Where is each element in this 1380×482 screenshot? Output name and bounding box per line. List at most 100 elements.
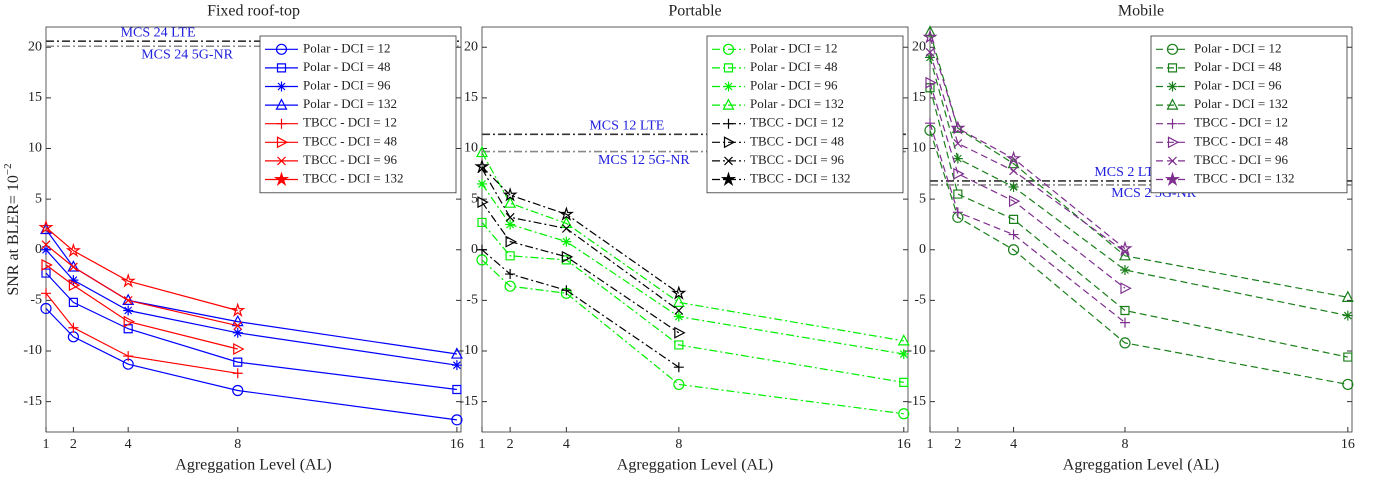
- marker: [950, 120, 966, 135]
- marker: [722, 43, 735, 55]
- marker: [561, 224, 571, 233]
- marker: [560, 216, 573, 229]
- marker: [953, 139, 963, 148]
- marker: [477, 217, 487, 228]
- y-axis-label-text: SNR at BLER= 10: [5, 175, 22, 296]
- y-tick-label: 20: [912, 39, 926, 54]
- marker: [673, 311, 684, 322]
- y-tick-label: 20: [464, 39, 478, 54]
- marker: [1168, 156, 1177, 166]
- marker: [1008, 195, 1021, 208]
- marker: [1120, 305, 1130, 316]
- legend-label: Polar - DCI = 48: [303, 59, 391, 74]
- marker: [502, 187, 518, 202]
- marker: [1167, 81, 1178, 92]
- marker: [232, 384, 244, 397]
- marker: [67, 260, 80, 272]
- marker: [897, 334, 910, 346]
- y-axis-label: SNR at BLER= 10−2: [2, 163, 22, 295]
- legend-label: Polar - DCI = 48: [1194, 59, 1282, 74]
- marker: [951, 121, 964, 133]
- series-line: [45, 227, 238, 312]
- marker: [953, 167, 965, 180]
- marker: [899, 377, 909, 387]
- marker: [922, 29, 938, 44]
- marker: [1166, 98, 1179, 110]
- marker: [953, 189, 963, 199]
- marker: [1341, 290, 1354, 302]
- marker: [558, 206, 575, 221]
- marker: [1006, 150, 1022, 166]
- reference-label: MCS 24 5G-NR: [141, 47, 233, 62]
- y-tick-label: 0: [919, 242, 926, 257]
- y-tick-label: -15: [907, 394, 926, 409]
- x-tick-label: 8: [675, 437, 682, 452]
- marker: [673, 378, 685, 391]
- marker: [722, 98, 735, 110]
- marker: [452, 384, 462, 395]
- x-tick-label: 4: [1010, 437, 1017, 452]
- marker: [476, 254, 488, 266]
- marker: [561, 236, 572, 247]
- legend-label: Polar - DCI = 132: [1194, 96, 1288, 111]
- marker: [1008, 214, 1019, 224]
- series-line: [45, 308, 457, 421]
- legend-label: Polar - DCI = 132: [750, 96, 844, 111]
- marker: [925, 52, 935, 63]
- chart-title: Mobile: [1118, 3, 1164, 20]
- legend-label: TBCC - DCI = 12: [1194, 115, 1288, 130]
- marker: [1166, 43, 1179, 55]
- marker: [65, 242, 81, 258]
- series-line: [929, 123, 1126, 324]
- legend-label: Polar - DCI = 48: [750, 59, 838, 74]
- y-tick-label: -5: [30, 293, 42, 308]
- series-line: [929, 36, 1126, 250]
- marker: [505, 212, 515, 222]
- marker: [925, 76, 937, 89]
- marker: [276, 81, 287, 92]
- marker: [1009, 166, 1018, 176]
- legend-label: Polar - DCI = 96: [303, 77, 391, 92]
- x-tick-label: 2: [70, 437, 77, 452]
- marker: [233, 342, 245, 355]
- marker: [123, 315, 135, 328]
- marker: [450, 347, 463, 359]
- marker: [122, 293, 135, 305]
- marker: [505, 269, 516, 280]
- marker: [925, 83, 935, 93]
- legend-label: TBCC - DCI = 132: [750, 170, 851, 185]
- y-tick-label: -15: [23, 394, 42, 409]
- marker: [674, 326, 686, 339]
- marker: [504, 196, 517, 208]
- marker: [1343, 352, 1353, 362]
- marker: [674, 306, 684, 315]
- marker: [276, 136, 289, 149]
- marker: [123, 351, 134, 362]
- marker: [924, 25, 936, 37]
- series-line: [481, 249, 680, 368]
- marker: [276, 63, 287, 73]
- marker: [68, 279, 81, 292]
- marker: [925, 47, 935, 57]
- marker: [41, 240, 51, 250]
- marker: [276, 118, 287, 129]
- marker: [1117, 240, 1133, 256]
- marker: [1008, 181, 1019, 192]
- legend-box: [1150, 35, 1348, 194]
- y-tick-label: -5: [914, 293, 926, 308]
- marker: [41, 268, 51, 278]
- marker: [476, 145, 488, 158]
- marker: [1120, 282, 1132, 295]
- marker: [724, 156, 733, 166]
- legend-label: TBCC - DCI = 48: [303, 133, 397, 148]
- marker: [1342, 310, 1353, 321]
- marker: [477, 244, 487, 255]
- marker: [477, 196, 489, 209]
- x-tick-label: 8: [234, 437, 241, 452]
- legend-label: TBCC - DCI = 132: [303, 170, 404, 185]
- marker: [232, 327, 243, 338]
- marker: [1008, 229, 1019, 240]
- marker: [723, 136, 736, 149]
- x-tick-label: 8: [1121, 437, 1128, 452]
